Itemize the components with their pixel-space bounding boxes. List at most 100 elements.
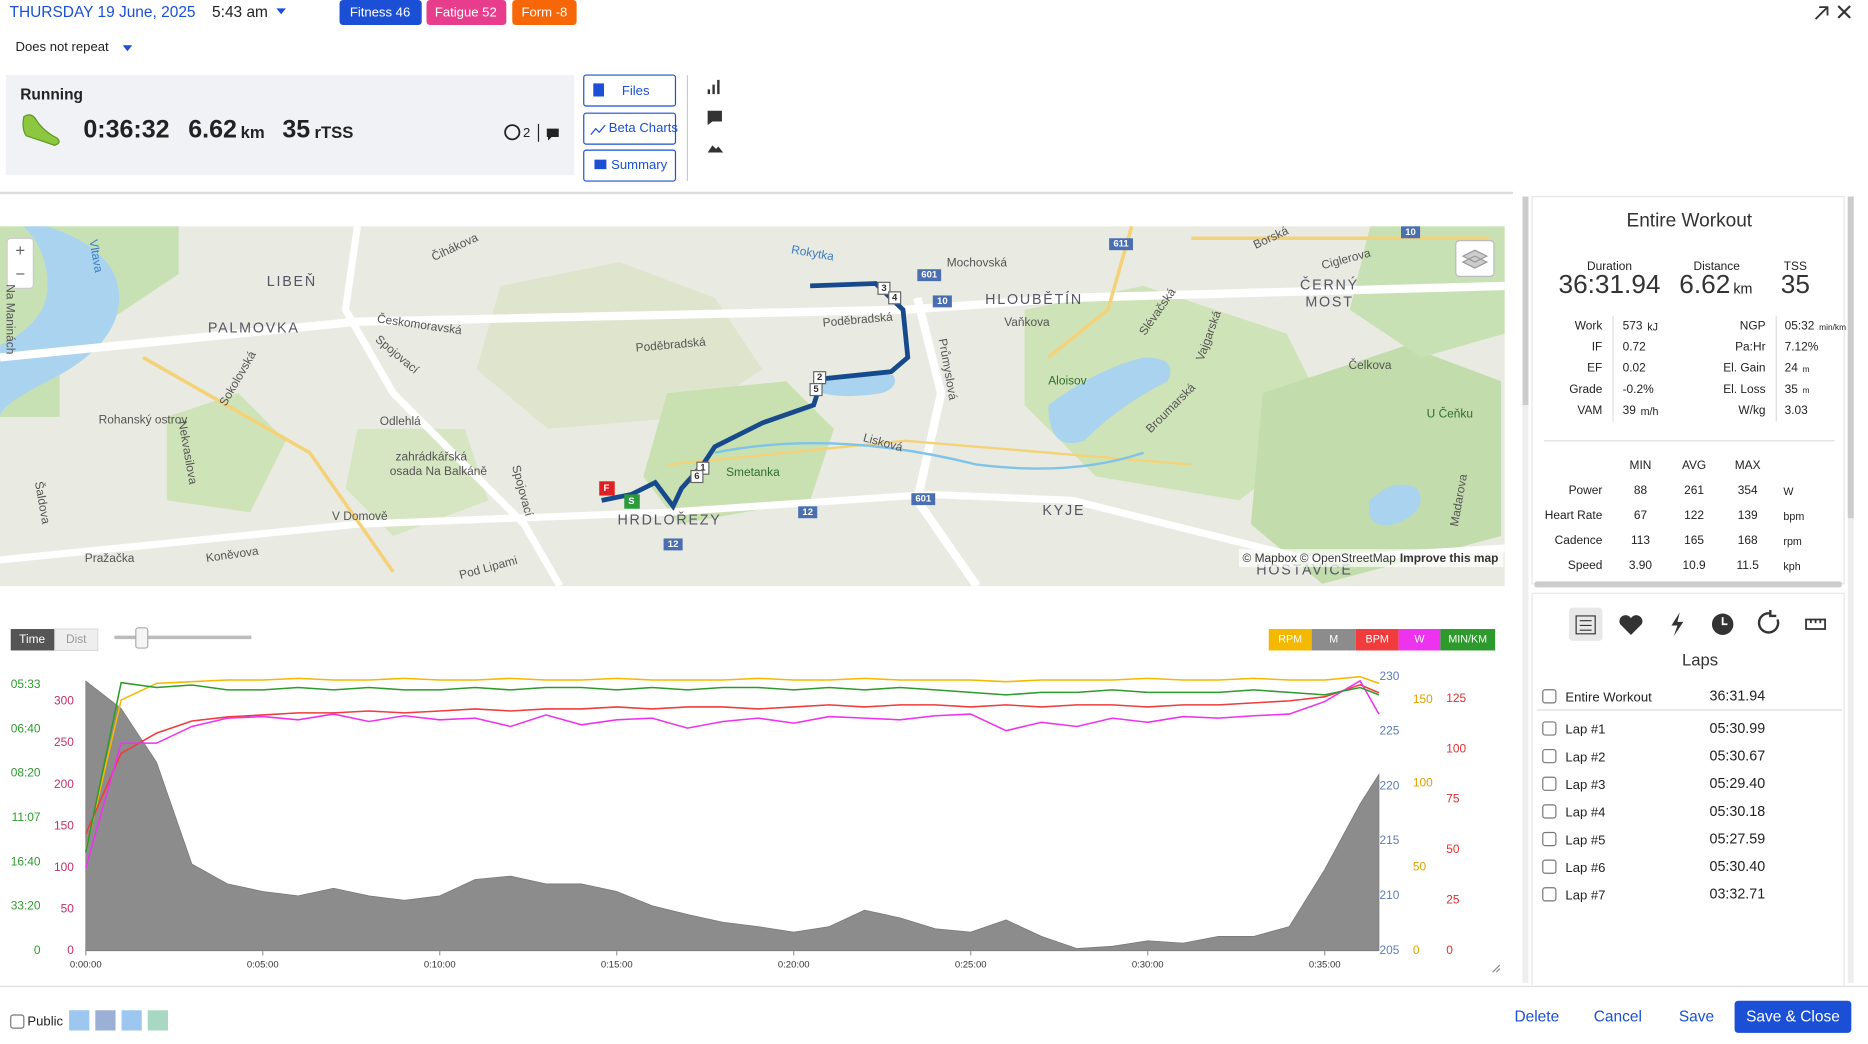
legend-label[interactable]: M	[1329, 634, 1338, 646]
close-icon[interactable]	[1837, 5, 1851, 19]
legend-swatch[interactable]	[1268, 629, 1312, 651]
comment-icon[interactable]	[707, 110, 722, 126]
elevation-icon[interactable]	[707, 145, 724, 153]
lap-name[interactable]: Lap #2	[1565, 749, 1605, 764]
attribution[interactable]: © Mapbox	[1243, 551, 1297, 565]
y-tick-label: 230	[1380, 669, 1400, 683]
delete-button[interactable]: Delete	[1514, 1008, 1559, 1025]
public-checkbox[interactable]	[10, 1014, 25, 1029]
twitter-share[interactable]	[69, 1010, 90, 1031]
lap-checkbox[interactable]	[1542, 831, 1557, 847]
elevation-area	[85, 680, 1380, 952]
save-close-text[interactable]: Save & Close	[1746, 1008, 1840, 1025]
laps-title: Laps	[1682, 651, 1718, 670]
time[interactable]: 5:43 am	[212, 4, 268, 21]
save-close-button[interactable]	[1734, 1000, 1852, 1033]
summary-button[interactable]	[583, 149, 677, 182]
distance: 6.62	[188, 116, 237, 144]
smiley-icon[interactable]	[504, 124, 521, 141]
lap-time: 05:30.67	[1710, 749, 1766, 765]
toggle-text[interactable]: Dist	[66, 632, 87, 646]
dropdown-arrow[interactable]	[276, 8, 286, 15]
link-share[interactable]	[121, 1010, 142, 1031]
range-label: Speed	[1568, 558, 1602, 572]
heart-tab-icon[interactable]	[1619, 615, 1643, 635]
lap-name[interactable]: Lap #3	[1565, 777, 1605, 792]
lap-checkbox[interactable]	[1542, 776, 1557, 791]
lap-name[interactable]: Lap #4	[1565, 805, 1605, 820]
repeat-tab-icon[interactable]	[1757, 609, 1780, 634]
lap-name[interactable]: Entire Workout	[1565, 690, 1652, 705]
scrollbar-thumb[interactable]	[1847, 196, 1854, 519]
stats-panel	[1531, 195, 1845, 585]
chart-icon[interactable]	[707, 79, 720, 95]
legend-label[interactable]: RPM	[1278, 634, 1302, 646]
toggle-dist[interactable]	[54, 628, 99, 652]
legend-swatch[interactable]	[1398, 629, 1441, 651]
map-label: Odlehlá	[380, 414, 421, 428]
cancel-button[interactable]: Cancel	[1594, 1008, 1642, 1025]
scrollbar[interactable]	[1847, 196, 1854, 983]
legend-swatch[interactable]	[1311, 629, 1356, 651]
start-marker	[624, 494, 640, 509]
button-text[interactable]: Beta Charts	[609, 120, 679, 135]
public-label[interactable]: Public	[27, 1014, 63, 1029]
lap-name[interactable]: Lap #5	[1565, 832, 1605, 847]
zoom-out[interactable]: −	[15, 265, 25, 284]
scrollbar-thumb[interactable]	[1522, 196, 1529, 406]
email-share[interactable]	[147, 1010, 168, 1031]
toggle-text[interactable]: Time	[19, 632, 45, 646]
repeat[interactable]: Does not repeat	[15, 39, 109, 54]
lap-checkbox[interactable]	[1542, 804, 1557, 819]
map-label: Smetanka	[726, 465, 780, 479]
legend-label[interactable]: MIN/KM	[1448, 634, 1487, 646]
lap-checkbox[interactable]	[1542, 721, 1557, 736]
power-tab-icon[interactable]	[1671, 612, 1684, 637]
attribution[interactable]: Improve this map	[1400, 551, 1499, 565]
map-label: Vltava	[86, 238, 106, 273]
laps-tab-icon[interactable]	[1575, 615, 1596, 635]
map-label: Poděbradská	[822, 310, 893, 330]
toggle-time[interactable]	[10, 629, 55, 651]
lap-name[interactable]: Lap #6	[1565, 860, 1605, 875]
legend-label[interactable]: BPM	[1366, 634, 1389, 646]
attribution[interactable]: © OpenStreetMap	[1300, 551, 1397, 565]
slider-handle[interactable]	[135, 627, 149, 649]
dropdown-arrow[interactable]	[122, 45, 133, 52]
road-number: 601	[915, 494, 932, 505]
tab-active[interactable]	[1568, 607, 1603, 641]
map[interactable]	[0, 225, 1505, 589]
button-text[interactable]: Files	[622, 83, 650, 98]
lap-name[interactable]: Lap #1	[1565, 722, 1605, 737]
lap-name[interactable]: Lap #7	[1565, 888, 1605, 903]
y-tick-label: 150	[1413, 692, 1433, 706]
facebook-share[interactable]	[95, 1010, 116, 1031]
metric-value: 0.72	[1623, 340, 1647, 354]
lap-checkbox[interactable]	[1542, 748, 1557, 764]
chat-icon[interactable]	[546, 128, 559, 141]
lap-checkbox[interactable]	[1542, 689, 1557, 704]
lap-checkbox[interactable]	[1542, 887, 1557, 902]
lap-time: 05:29.40	[1710, 776, 1766, 792]
button-text[interactable]: Summary	[611, 157, 667, 172]
y-tick-label: 0	[34, 943, 41, 957]
lap-marker-text: 5	[813, 384, 819, 395]
icon	[593, 83, 605, 97]
files-button[interactable]	[583, 74, 677, 107]
minimize-icon[interactable]	[1814, 6, 1829, 20]
laps-list: Entire Workout 36:31.94 Lap #1 05:30.99 Lap …	[1536, 689, 1842, 903]
lap-checkbox[interactable]	[1542, 859, 1557, 874]
road-shield	[798, 506, 818, 519]
road-number: 601	[921, 270, 938, 281]
beta-charts-button[interactable]	[583, 112, 677, 145]
zoom-in[interactable]: +	[15, 241, 25, 260]
scrollbar[interactable]	[1522, 196, 1529, 983]
scrollbar-h[interactable]	[1534, 581, 1842, 588]
save-button[interactable]: Save	[1679, 1008, 1714, 1025]
legend-label[interactable]: W	[1414, 634, 1425, 646]
lap-marker	[809, 383, 823, 397]
legend-swatch[interactable]	[1440, 629, 1496, 651]
ruler-tab-icon[interactable]	[1805, 618, 1827, 630]
legend-swatch[interactable]	[1355, 629, 1399, 651]
resize-handle[interactable]	[1492, 964, 1501, 973]
